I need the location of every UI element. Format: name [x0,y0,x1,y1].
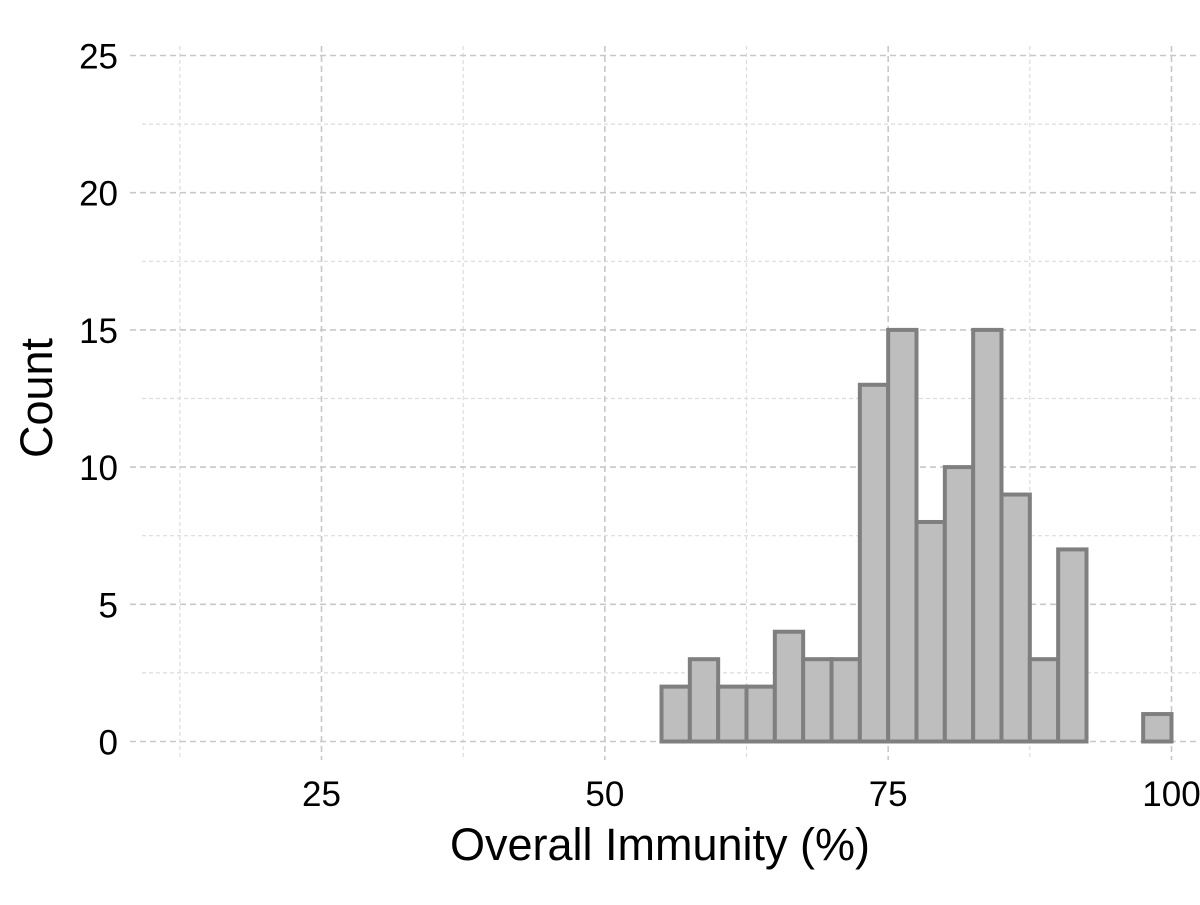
histogram-bar [1141,712,1174,744]
histogram-bar [801,657,834,744]
histogram-bar [886,327,919,744]
histogram-bar [857,382,891,744]
histogram-bar [971,327,1004,744]
x-axis-ticks: 25 50 75 100 [302,775,1200,814]
histogram-bar [772,629,806,744]
x-axis-title: Overall Immunity (%) [450,819,870,870]
histogram-bars [659,327,1174,744]
y-tick-label: 20 [79,175,118,214]
histogram-bar [1056,547,1089,744]
histogram-bar [744,684,777,744]
grid-lines [130,46,1200,760]
histogram-bar [942,465,976,744]
x-tick-label: 50 [585,775,624,814]
histogram-bar [659,684,692,744]
histogram-bar [687,657,721,744]
y-tick-label: 5 [99,586,118,625]
x-tick-label: 25 [302,775,341,814]
histogram-bar [829,657,862,744]
histogram-bar [999,492,1032,744]
y-tick-label: 0 [99,724,118,763]
y-axis-ticks: 0 5 10 15 20 25 [79,38,118,763]
y-tick-label: 10 [79,449,118,488]
histogram-bar [716,684,749,744]
y-axis-title: Count [11,337,62,458]
histogram-bar [1027,657,1061,744]
x-tick-label: 75 [869,775,908,814]
histogram-bar [914,519,947,744]
x-tick-label: 100 [1142,775,1200,814]
y-tick-label: 25 [79,38,118,77]
y-tick-label: 15 [79,312,118,351]
